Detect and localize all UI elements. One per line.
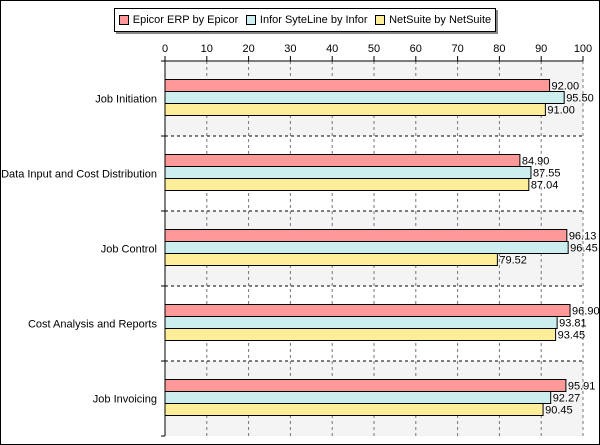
category-label: Job Control: [101, 244, 157, 256]
bar: [164, 391, 552, 404]
x-tick-label: 20: [242, 43, 254, 55]
bar: [164, 91, 565, 104]
bar: [164, 166, 532, 179]
data-label: 84.90: [522, 156, 550, 168]
category-label: Job Initiation: [95, 94, 157, 106]
legend-label-netsuite: NetSuite by NetSuite: [389, 14, 492, 26]
category-label: Cost Analysis and Reports: [28, 319, 158, 331]
data-label: 79.52: [499, 255, 527, 267]
data-label: 92.27: [553, 393, 581, 405]
data-label: 93.45: [558, 330, 586, 342]
x-tick-label: 60: [410, 43, 422, 55]
legend-label-infor: Infor SyteLine by Infor: [259, 14, 368, 26]
legend: Epicor ERP by Epicor Infor SyteLine by I…: [114, 8, 496, 32]
data-label: 96.13: [569, 231, 597, 243]
data-label: 91.00: [547, 105, 575, 117]
x-tick-label: 0: [162, 43, 168, 55]
bar: [164, 154, 521, 167]
bar: [164, 103, 546, 116]
data-label: 87.04: [531, 180, 559, 192]
legend-swatch-netsuite: [375, 15, 386, 25]
data-label: 96.90: [572, 306, 599, 318]
legend-item-infor: Infor SyteLine by Infor: [245, 14, 368, 26]
bar: [164, 241, 569, 254]
x-tick-label: 70: [451, 43, 463, 55]
x-tick-label: 40: [326, 43, 338, 55]
category-label: Job Invoicing: [93, 394, 157, 406]
bar: [164, 178, 530, 191]
bar: [164, 304, 571, 317]
legend-swatch-epicor: [118, 15, 129, 25]
data-label: 90.45: [545, 405, 573, 417]
x-tick-label: 100: [574, 43, 592, 55]
x-tick-label: 90: [535, 43, 547, 55]
x-tick-label: 80: [493, 43, 505, 55]
bar: [164, 79, 551, 92]
data-label: 87.55: [533, 168, 561, 180]
legend-swatch-infor: [245, 15, 256, 25]
bar: [164, 253, 498, 266]
category-label: Data Input and Cost Distribution: [1, 169, 157, 181]
data-label: 92.00: [552, 81, 580, 93]
bar: [164, 229, 568, 242]
bar: [164, 328, 557, 341]
legend-item-epicor: Epicor ERP by Epicor: [118, 14, 239, 26]
x-tick-label: 10: [201, 43, 213, 55]
data-label: 96.45: [570, 243, 598, 255]
data-label: 95.91: [568, 381, 596, 393]
data-label: 93.81: [559, 318, 587, 330]
bar: [164, 316, 558, 329]
x-tick-label: 30: [284, 43, 296, 55]
data-label: 95.50: [566, 93, 594, 105]
bar: [164, 379, 567, 392]
legend-label-epicor: Epicor ERP by Epicor: [132, 14, 239, 26]
x-tick-label: 50: [368, 43, 380, 55]
bar: [164, 403, 544, 416]
legend-item-netsuite: NetSuite by NetSuite: [375, 14, 491, 26]
